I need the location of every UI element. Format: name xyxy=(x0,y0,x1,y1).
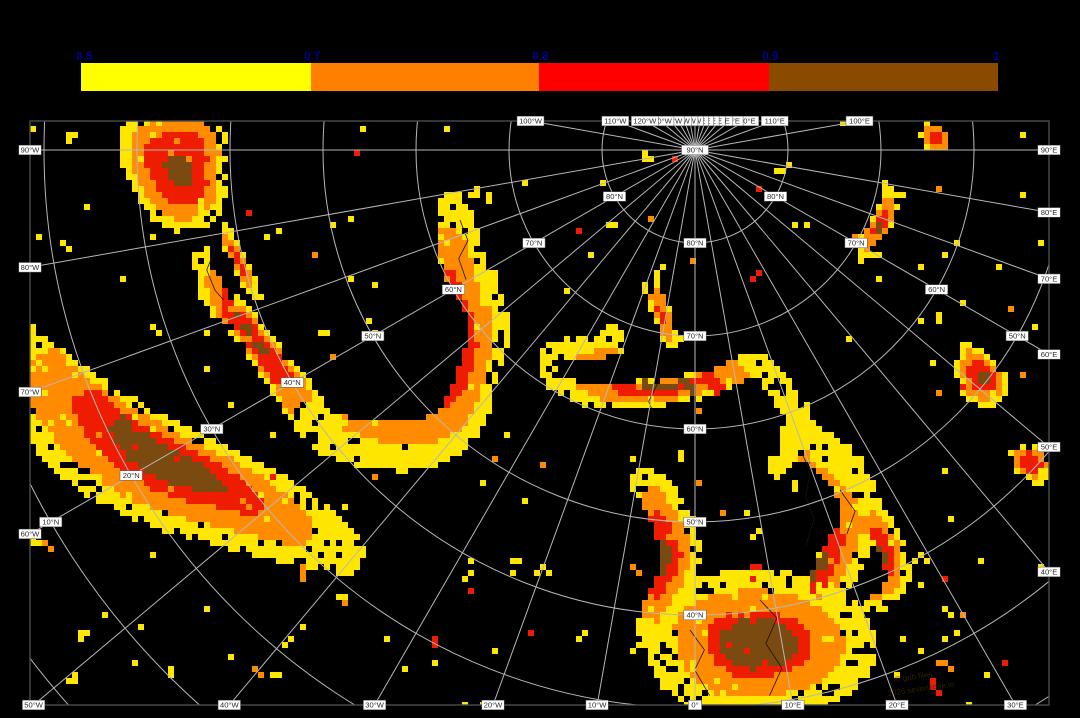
svg-text:20°E: 20°E xyxy=(889,701,906,710)
svg-text:10°E: 10°E xyxy=(785,701,802,710)
svg-text:70°E: 70°E xyxy=(1041,275,1058,284)
svg-text:20°N: 20°N xyxy=(123,471,140,480)
svg-text:10°N: 10°N xyxy=(42,518,59,527)
svg-text:40°N: 40°N xyxy=(284,378,301,387)
svg-text:40°W: 40°W xyxy=(220,701,239,710)
svg-text:60°N: 60°N xyxy=(445,285,462,294)
svg-text:80°E: 80°E xyxy=(1041,208,1058,217)
svg-text:110°E: 110°E xyxy=(765,117,785,126)
svg-text:0.8: 0.8 xyxy=(532,49,549,63)
svg-text:70°N: 70°N xyxy=(848,239,865,248)
svg-text:90°N: 90°N xyxy=(687,146,704,155)
svg-text:100°E: 100°E xyxy=(849,117,870,126)
svg-text:100°W: 100°W xyxy=(519,117,543,126)
svg-text:80°W: 80°W xyxy=(21,263,40,272)
svg-text:40°E: 40°E xyxy=(1041,568,1058,577)
svg-text:0.7: 0.7 xyxy=(304,49,321,63)
svg-text:0.5: 0.5 xyxy=(76,49,93,63)
svg-text:1: 1 xyxy=(993,49,1000,63)
svg-text:50°N: 50°N xyxy=(687,518,704,527)
svg-text:40°N: 40°N xyxy=(687,611,704,620)
svg-text:10°W: 10°W xyxy=(588,701,607,710)
svg-text:50°N: 50°N xyxy=(364,332,381,341)
svg-text:30°W: 30°W xyxy=(365,701,384,710)
svg-text:80°N: 80°N xyxy=(767,192,784,201)
svg-text:30°E: 30°E xyxy=(1007,701,1024,710)
svg-text:60°W: 60°W xyxy=(21,530,40,539)
svg-text:90°E: 90°E xyxy=(1041,146,1058,155)
svg-text:50°N: 50°N xyxy=(1009,332,1026,341)
svg-text:50°W: 50°W xyxy=(24,701,43,710)
svg-text:80°N: 80°N xyxy=(687,239,704,248)
svg-text:60°E: 60°E xyxy=(1041,350,1058,359)
svg-text:120°W: 120°W xyxy=(633,117,657,126)
svg-text:0.9: 0.9 xyxy=(762,49,779,63)
svg-text:0°: 0° xyxy=(691,701,698,710)
svg-text:70°N: 70°N xyxy=(525,239,542,248)
svg-text:90°W: 90°W xyxy=(21,146,40,155)
svg-text:50°E: 50°E xyxy=(1041,443,1058,452)
svg-text:110°W: 110°W xyxy=(604,117,627,126)
svg-text:70°N: 70°N xyxy=(687,332,704,341)
svg-text:60°N: 60°N xyxy=(928,285,945,294)
svg-text:70°W: 70°W xyxy=(21,388,40,397)
svg-text:80°N: 80°N xyxy=(606,192,623,201)
svg-text:60°N: 60°N xyxy=(687,425,704,434)
svg-text:30°N: 30°N xyxy=(203,425,220,434)
svg-text:20°W: 20°W xyxy=(484,701,503,710)
